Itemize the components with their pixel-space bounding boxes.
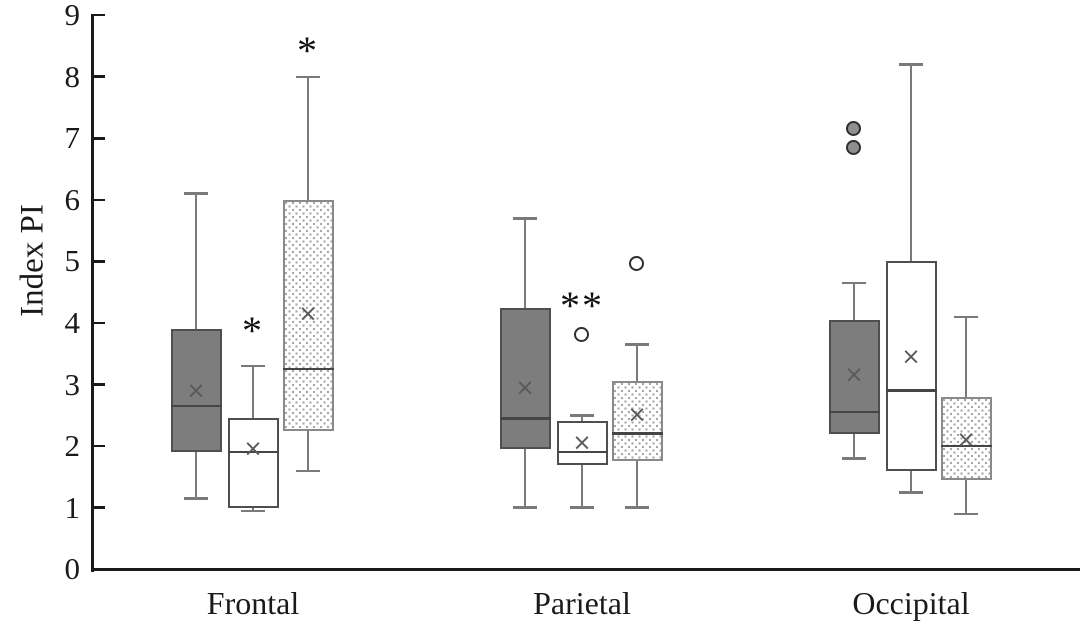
whisker-lower-dark-gray-parietal (524, 449, 526, 508)
median-line-white-occipital (885, 389, 937, 392)
mean-marker-dark-gray-parietal: × (515, 374, 535, 401)
y-tick-label: 6 (64, 181, 81, 217)
whisker-lower-dotted-occipital (965, 479, 967, 514)
whisker-lower-cap-dark-gray-frontal (184, 497, 208, 500)
median-line-white-parietal (556, 450, 608, 454)
significance-annotation-white-parietal: ** (560, 283, 604, 329)
whisker-lower-cap-white-frontal (241, 509, 265, 513)
box-dark-gray-frontal (170, 329, 222, 453)
y-axis-line (90, 13, 94, 572)
y-tick-label: 9 (64, 0, 81, 33)
y-tick-mark (93, 567, 105, 571)
y-tick-mark (93, 383, 105, 386)
whisker-upper-cap-white-occipital (899, 63, 923, 66)
whisker-lower-cap-dotted-frontal (296, 469, 320, 472)
whisker-lower-cap-dark-gray-occipital (842, 457, 866, 460)
median-line-dotted-frontal (282, 367, 334, 371)
median-line-dark-gray-occipital (828, 410, 880, 414)
median-line-dotted-parietal (611, 432, 663, 435)
whisker-lower-dark-gray-occipital (853, 433, 855, 459)
box-white-occipital (885, 261, 937, 471)
median-line-white-frontal (227, 450, 279, 454)
whisker-upper-white-parietal (581, 415, 583, 422)
whisker-lower-dark-gray-frontal (195, 452, 197, 499)
whisker-lower-white-occipital (910, 470, 912, 493)
box-dark-gray-occipital (828, 319, 880, 434)
whisker-upper-dark-gray-frontal (195, 193, 197, 330)
y-tick-label: 1 (64, 489, 81, 525)
y-tick-label: 8 (64, 58, 81, 94)
mean-marker-white-parietal: × (572, 430, 592, 456)
mean-marker-white-occipital: × (901, 343, 921, 370)
whisker-lower-cap-dark-gray-parietal (513, 506, 537, 509)
x-category-label-occipital: Occipital (852, 585, 970, 621)
x-category-label-parietal: Parietal (533, 585, 631, 621)
y-tick-mark (93, 136, 105, 140)
mean-marker-white-frontal: × (243, 436, 263, 463)
whisker-lower-cap-dotted-parietal (625, 506, 649, 509)
mean-marker-dotted-frontal: × (298, 300, 318, 327)
x-category-label-frontal: Frontal (206, 585, 300, 621)
whisker-upper-dark-gray-occipital (853, 282, 855, 320)
significance-annotation-dotted-frontal: * (297, 27, 319, 73)
y-tick-mark (93, 13, 105, 17)
median-line-dotted-occipital (940, 444, 992, 448)
box-dotted-occipital (940, 396, 992, 480)
y-tick-label: 0 (64, 551, 81, 587)
outlier-point-dotted-parietal (629, 256, 644, 272)
box-dotted-frontal (282, 199, 334, 431)
y-tick-mark (93, 260, 105, 263)
y-tick-label: 7 (64, 120, 81, 156)
whisker-lower-white-frontal (252, 507, 254, 511)
mean-marker-dotted-parietal: × (627, 402, 647, 429)
whisker-lower-white-parietal (581, 464, 583, 508)
y-tick-label: 5 (64, 243, 81, 279)
whisker-upper-dotted-occipital (965, 316, 967, 397)
box-white-frontal (227, 418, 279, 508)
y-tick-mark (93, 198, 105, 202)
y-tick-label: 4 (64, 304, 81, 340)
whisker-upper-cap-dark-gray-occipital (842, 281, 866, 285)
whisker-lower-cap-white-occipital (899, 491, 923, 494)
box-dotted-parietal (611, 381, 663, 462)
box-dark-gray-parietal (499, 307, 551, 450)
whisker-upper-dotted-parietal (636, 344, 638, 382)
outlier-point-dark-gray-occipital (846, 139, 861, 155)
whisker-upper-dotted-frontal (307, 76, 309, 200)
box-white-parietal (556, 421, 608, 465)
whisker-upper-dark-gray-parietal (524, 218, 526, 308)
x-axis-line (90, 568, 1080, 571)
whisker-lower-dotted-frontal (307, 430, 309, 471)
y-tick-mark (93, 444, 105, 448)
y-tick-mark (93, 506, 105, 509)
y-tick-label: 3 (64, 366, 81, 402)
mean-marker-dotted-occipital: × (956, 426, 976, 453)
whisker-upper-cap-dotted-parietal (625, 343, 649, 346)
outlier-point-white-parietal (574, 327, 589, 343)
whisker-upper-cap-white-frontal (241, 364, 265, 368)
y-tick-mark (93, 321, 105, 325)
median-line-dark-gray-parietal (499, 417, 551, 420)
y-tick-label: 2 (64, 428, 81, 464)
whisker-upper-white-frontal (252, 366, 254, 419)
whisker-lower-cap-dotted-occipital (954, 512, 978, 516)
mean-marker-dark-gray-occipital: × (844, 362, 864, 389)
whisker-upper-cap-dark-gray-parietal (513, 217, 537, 220)
whisker-upper-cap-white-parietal (570, 414, 594, 417)
y-tick-mark (93, 75, 105, 78)
significance-annotation-white-frontal: * (242, 308, 264, 354)
whisker-upper-cap-dotted-frontal (296, 75, 320, 79)
whisker-lower-dotted-parietal (636, 461, 638, 508)
whisker-upper-cap-dark-gray-frontal (184, 192, 208, 195)
whisker-lower-cap-white-parietal (570, 506, 594, 509)
median-line-dark-gray-frontal (170, 404, 222, 408)
outlier-point-dark-gray-occipital (846, 121, 861, 137)
whisker-upper-cap-dotted-occipital (954, 315, 978, 319)
whisker-upper-white-occipital (910, 64, 912, 262)
mean-marker-dark-gray-frontal: × (186, 377, 206, 404)
